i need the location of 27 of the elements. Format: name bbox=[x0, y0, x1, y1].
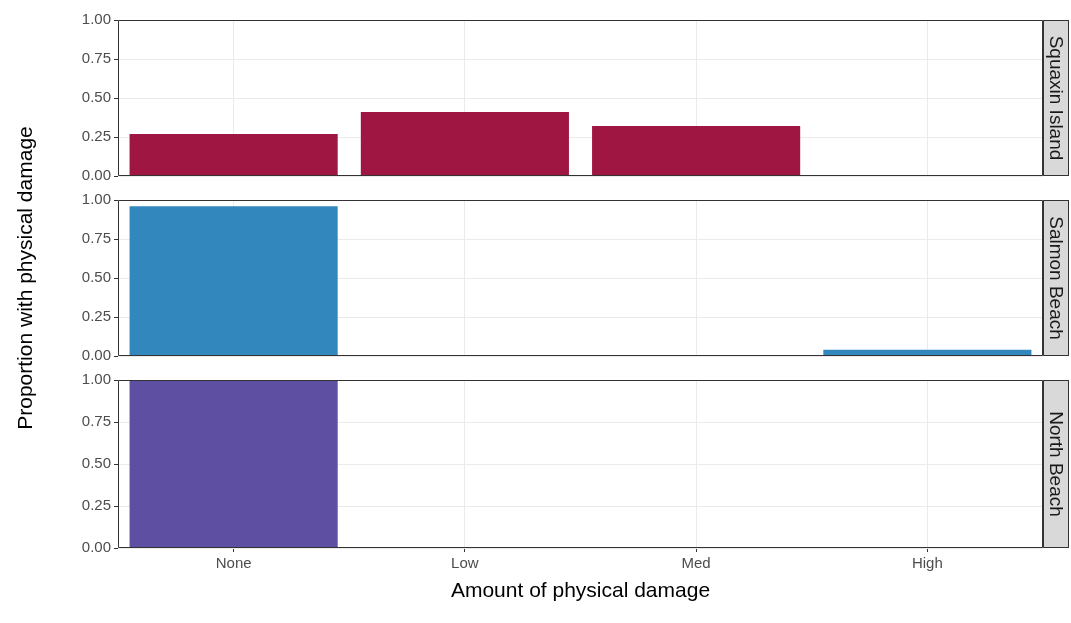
text: Salmon Beach bbox=[1045, 216, 1068, 340]
y-tick-label: 0.00 bbox=[81, 538, 111, 556]
y-tick-label: 0.75 bbox=[81, 49, 111, 67]
y-tick-label: 0.25 bbox=[81, 307, 111, 325]
bar bbox=[592, 126, 801, 176]
x-tick-label: Med bbox=[681, 554, 711, 572]
y-tick-label: 0.75 bbox=[81, 229, 111, 247]
x-tick-label: High bbox=[911, 554, 943, 572]
text: North Beach bbox=[1045, 411, 1067, 517]
y-tick-label: 0.50 bbox=[81, 88, 111, 106]
x-tick-label: None bbox=[215, 554, 252, 572]
y-tick-label: 1.00 bbox=[81, 10, 111, 28]
y-tick-label: 0.75 bbox=[81, 412, 111, 430]
bar bbox=[129, 133, 338, 176]
x-tick-label: Low bbox=[451, 554, 479, 572]
y-tick-label: 0.50 bbox=[81, 454, 111, 472]
y-axis-title: Proportion with physical damage bbox=[13, 126, 37, 430]
y-tick-label: 1.00 bbox=[81, 190, 111, 208]
y-tick-label: 1.00 bbox=[81, 370, 111, 388]
y-tick-label: 0.25 bbox=[81, 496, 111, 514]
text: Squaxin Island bbox=[1045, 35, 1067, 161]
bar bbox=[360, 112, 569, 176]
x-axis-title: Amount of physical damage bbox=[449, 578, 712, 602]
y-tick-label: 0.50 bbox=[81, 268, 111, 286]
y-tick-label: 0.25 bbox=[81, 127, 111, 145]
y-tick-label: 0.00 bbox=[81, 166, 111, 184]
y-tick-label: 0.00 bbox=[81, 346, 111, 364]
